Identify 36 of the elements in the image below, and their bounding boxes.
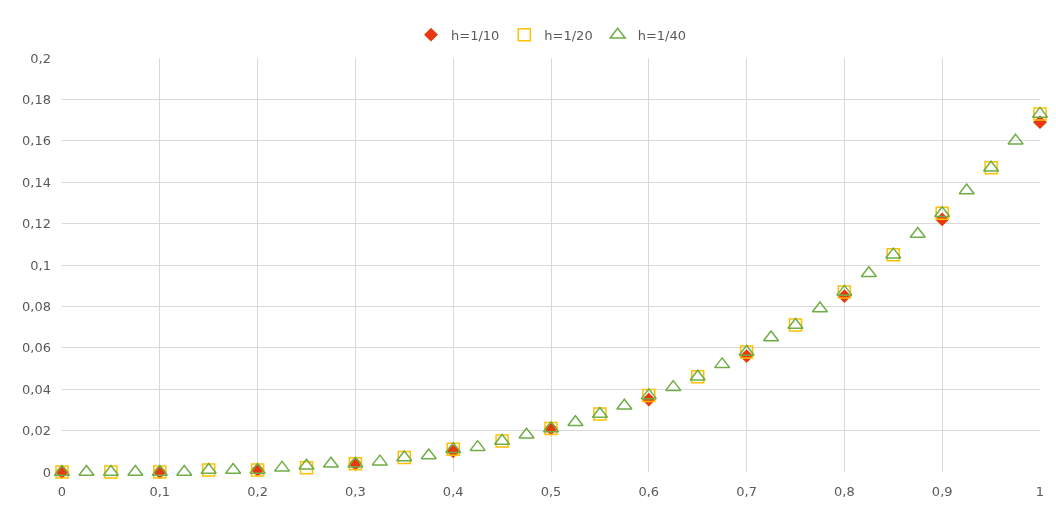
point [127, 464, 144, 476]
y-tick-label: 0,14 [22, 174, 51, 190]
y-tick-label: 0,16 [22, 133, 51, 149]
point [298, 458, 315, 470]
x-tick-label: 0,5 [540, 484, 562, 499]
point [78, 464, 95, 476]
x-tick-label: 0,4 [442, 484, 464, 499]
x-tick-label: 0,9 [931, 484, 953, 499]
y-tick-label: 0,1 [30, 257, 51, 273]
y-tick-label: 0,2 [30, 50, 51, 66]
y-tick-label: 0,08 [22, 298, 51, 314]
legend-label: h=1/10 [451, 27, 500, 43]
x-tick-label: 1 [1035, 484, 1045, 499]
y-tick-label: 0 [42, 464, 51, 480]
legend-label: h=1/40 [637, 27, 686, 43]
x-tick-label: 0,3 [345, 484, 366, 499]
point [567, 415, 584, 427]
x-tick-label: 0 [57, 484, 67, 499]
y-tick-label: 0,18 [22, 91, 51, 107]
point [299, 461, 314, 475]
point [958, 183, 975, 195]
point [616, 398, 633, 410]
x-tick-label: 0,1 [149, 484, 171, 499]
legend-label: h=1/20 [544, 27, 593, 43]
point [664, 379, 682, 392]
y-tick-label: 0,12 [22, 216, 51, 232]
y-tick-label: 0,02 [22, 423, 51, 439]
x-tick-label: 0,7 [736, 484, 757, 499]
x-tick-label: 0,6 [638, 484, 660, 499]
x-tick-label: 0,2 [247, 484, 268, 499]
point [1007, 133, 1024, 145]
y-tick-label: 0,06 [22, 340, 51, 356]
point [469, 439, 486, 452]
x-tick-label: 0,8 [834, 484, 855, 499]
point [518, 427, 535, 439]
y-tick-label: 0,04 [22, 381, 51, 397]
